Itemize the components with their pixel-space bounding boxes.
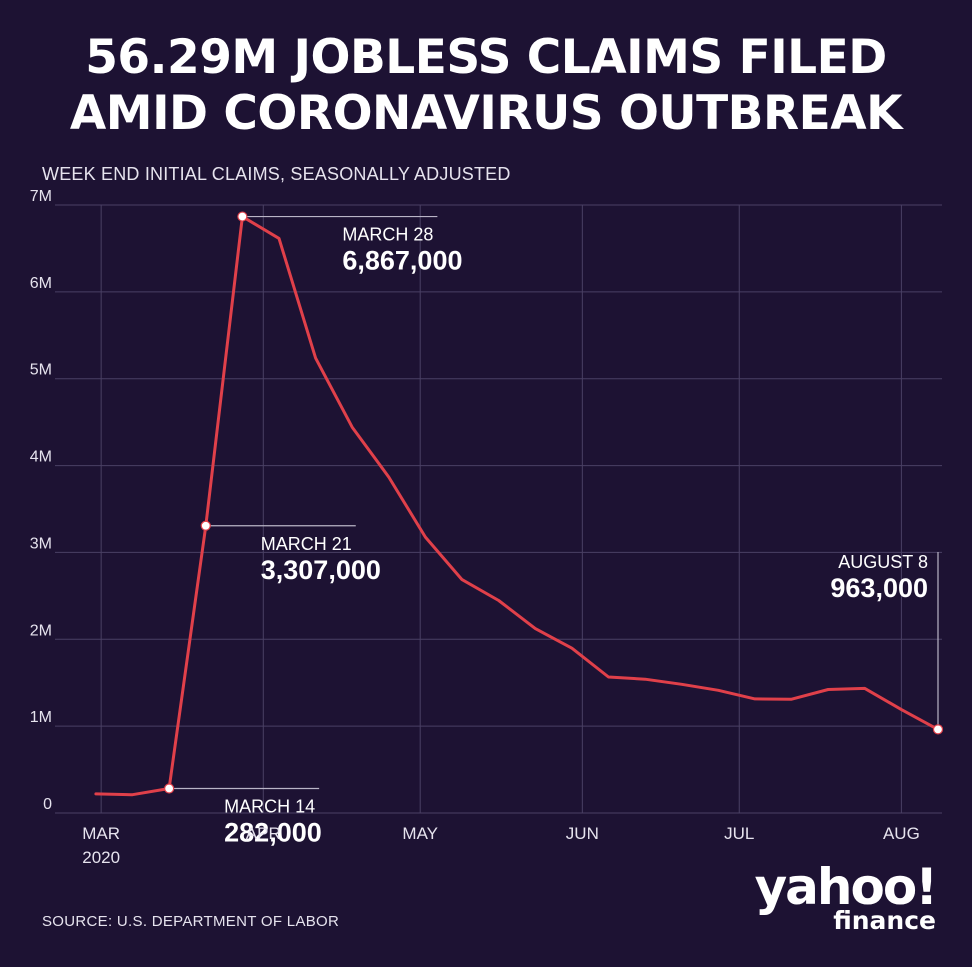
- logo-wordmark: yahoo!: [754, 858, 938, 916]
- title-line-2: AMID CORONAVIRUS OUTBREAK: [69, 86, 903, 141]
- annotation-date-label: MARCH 14: [224, 797, 315, 817]
- series-line: [94, 215, 940, 797]
- y-tick-label: 6M: [30, 275, 52, 292]
- source-note: SOURCE: U.S. DEPARTMENT OF LABOR: [42, 913, 340, 930]
- x-tick-label: APR: [246, 824, 281, 843]
- title-line-1: 56.29M JOBLESS CLAIMS FILED: [85, 30, 887, 85]
- annotation-point-marker: [932, 724, 944, 735]
- x-tick-label: AUG: [883, 824, 920, 843]
- y-tick-label: 1M: [30, 709, 52, 726]
- annotation-date-label: MARCH 21: [261, 534, 352, 554]
- y-tick-label: 0: [43, 796, 52, 813]
- series-layer: [94, 215, 940, 797]
- annotation-value-label: 3,307,000: [261, 555, 381, 585]
- y-tick-label: 5M: [30, 362, 52, 379]
- chart-title: 56.29M JOBLESS CLAIMS FILED AMID CORONAV…: [0, 30, 972, 142]
- y-tick-label: 4M: [30, 449, 52, 466]
- x-tick-label: MAR: [82, 824, 120, 843]
- y-tick-label: 2M: [30, 622, 52, 639]
- x-tick-label: JUL: [724, 824, 754, 843]
- annotation-point-marker: [237, 211, 248, 222]
- x-tick-sublabel: 2020: [82, 848, 120, 867]
- annotation-point-marker: [164, 783, 175, 794]
- annotation-value-label: 6,867,000: [342, 246, 462, 276]
- logo-subtitle: finance: [833, 906, 936, 935]
- axis-layer: 0 1M 2M 3M 4M 5M 6M 7M MAR 2020 APR MAY JUN JUL AUG: [30, 188, 920, 867]
- annotation-date-label: MARCH 28: [342, 225, 433, 245]
- annotation-point-marker: [200, 520, 211, 531]
- annotation-value-label: 282,000: [224, 818, 322, 848]
- y-tick-label: 3M: [30, 535, 52, 552]
- yahoo-finance-logo: yahoo! finance: [754, 858, 938, 935]
- x-tick-label: MAY: [402, 824, 438, 843]
- annotation-value-label: 963,000: [830, 573, 928, 603]
- annotation-date-label: AUGUST 8: [838, 552, 928, 572]
- y-tick-label: 7M: [30, 188, 52, 205]
- annotation-leaders: [169, 215, 939, 790]
- grid-layer: [55, 204, 942, 814]
- chart-subtitle: WEEK END INITIAL CLAIMS, SEASONALLY ADJU…: [42, 164, 511, 184]
- x-tick-label: JUN: [566, 824, 599, 843]
